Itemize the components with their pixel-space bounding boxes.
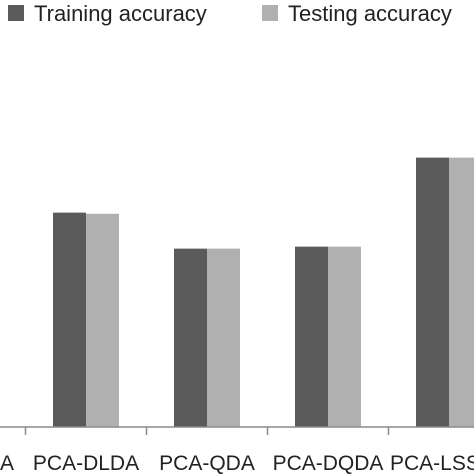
legend: Training accuracy Testing accuracy	[8, 1, 452, 26]
legend-swatch-training	[8, 5, 24, 21]
legend-label-training: Training accuracy	[34, 1, 207, 26]
bar-pca-lssvm-testing	[449, 157, 474, 427]
x-axis-ticks	[24, 427, 390, 435]
bar-pca-lssvm-training	[416, 157, 449, 427]
x-tick-label-a: A	[0, 452, 14, 474]
bar-pca-qda-training	[174, 248, 207, 427]
x-tick-label-pca-lssvm: PCA-LSS	[390, 452, 474, 474]
x-tick-label-pca-dlda: PCA-DLDA	[33, 452, 139, 474]
bar-pca-dlda-training	[53, 212, 86, 427]
bar-pca-qda-testing	[207, 248, 240, 427]
bar-pca-dqda-testing	[328, 246, 361, 427]
bar-pca-dqda-training	[295, 246, 328, 427]
bars-layer	[53, 157, 474, 427]
legend-swatch-testing	[262, 5, 278, 21]
x-tick-label-pca-qda: PCA-QDA	[159, 452, 255, 474]
x-tick-label-pca-dqda: PCA-DQDA	[273, 452, 384, 474]
legend-label-testing: Testing accuracy	[288, 1, 452, 26]
bar-pca-dlda-testing	[86, 213, 119, 427]
x-axis-tick-labels: A PCA-DLDA PCA-QDA PCA-DQDA PCA-LSS	[0, 452, 474, 474]
